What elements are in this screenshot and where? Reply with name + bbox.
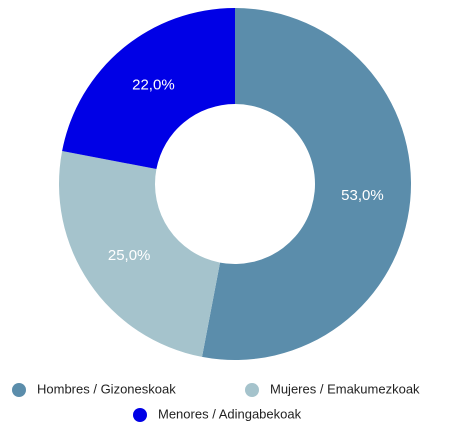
donut-slice <box>202 8 411 360</box>
donut-slice <box>58 151 221 357</box>
donut-slice <box>62 7 235 170</box>
legend-label: Menores / Adingabekoak <box>158 406 302 421</box>
legend-label: Hombres / Gizoneskoak <box>37 381 176 396</box>
legend-swatch <box>245 383 259 397</box>
value-label: 25,0% <box>108 247 151 264</box>
value-label: 22,0% <box>132 76 175 93</box>
legend-swatch <box>12 383 26 397</box>
legend-swatch <box>133 408 147 422</box>
legend-label: Mujeres / Emakumezkoak <box>270 381 420 396</box>
value-label: 53,0% <box>341 187 384 204</box>
